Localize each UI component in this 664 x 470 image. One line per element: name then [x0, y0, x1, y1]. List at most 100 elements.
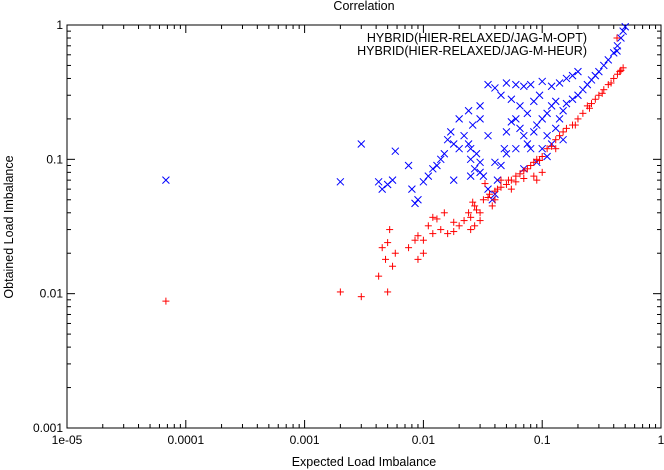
- data-points: [162, 22, 630, 305]
- cross-marker-b: [336, 177, 345, 186]
- data-point-opt: [530, 158, 538, 166]
- data-point-opt: [488, 202, 496, 210]
- cross-marker-b: [551, 97, 560, 106]
- data-point-opt: [574, 115, 582, 123]
- cross-marker-b: [500, 144, 509, 153]
- data-point-heur: [484, 131, 492, 140]
- data-point-opt: [336, 288, 344, 296]
- x-tick-label: 0.01: [412, 433, 436, 447]
- cross-marker-b: [529, 97, 538, 106]
- data-point-opt: [419, 249, 427, 257]
- data-point-heur: [414, 195, 422, 204]
- plot-frame: [66, 24, 662, 429]
- cross-marker-b: [547, 82, 556, 91]
- cross-marker-b: [449, 176, 458, 184]
- data-point-heur: [516, 102, 524, 110]
- data-point-heur: [523, 109, 532, 118]
- cross-marker-b: [449, 140, 458, 148]
- cross-marker-b: [613, 41, 622, 50]
- data-point-heur: [433, 161, 441, 170]
- y-tick-label: 0.01: [40, 287, 64, 301]
- cross-marker-b: [595, 67, 603, 76]
- data-point-heur: [449, 140, 458, 148]
- data-point-heur: [464, 106, 473, 115]
- data-point-opt: [460, 217, 468, 225]
- cross-marker-b: [502, 128, 511, 136]
- data-point-heur: [440, 149, 449, 158]
- cross-marker-b: [551, 124, 560, 133]
- data-point-heur: [617, 34, 625, 42]
- cross-marker-b: [516, 102, 524, 110]
- data-point-heur: [532, 121, 541, 129]
- data-point-heur: [378, 185, 387, 193]
- cross-marker-b: [440, 149, 449, 158]
- data-point-opt: [595, 91, 603, 99]
- data-point-heur: [511, 115, 520, 123]
- data-point-opt: [538, 152, 546, 160]
- cross-marker-b: [613, 47, 621, 55]
- data-point-opt: [391, 249, 399, 257]
- y-axis: 0.001 0.01 0.1 1: [33, 18, 661, 435]
- data-point-heur: [516, 124, 524, 133]
- data-point-opt: [512, 178, 520, 186]
- cross-marker-b: [604, 56, 613, 64]
- cross-marker-b: [484, 131, 492, 140]
- cross-marker-b: [519, 131, 528, 140]
- x-tick-label: 0.0001: [167, 433, 204, 447]
- cross-marker-b: [428, 164, 437, 173]
- data-point-heur: [538, 144, 547, 153]
- cross-marker-b: [455, 144, 464, 153]
- data-point-opt: [444, 230, 452, 238]
- data-point-opt: [476, 209, 484, 217]
- data-point-heur: [555, 115, 564, 123]
- cross-marker-b: [523, 140, 532, 148]
- data-point-heur: [559, 135, 567, 144]
- data-point-opt: [414, 255, 422, 263]
- cross-marker-b: [378, 185, 387, 193]
- data-point-heur: [547, 82, 556, 91]
- data-point-heur: [568, 95, 577, 104]
- cross-marker-b: [543, 109, 551, 118]
- data-point-heur: [519, 82, 528, 91]
- data-point-opt: [419, 236, 427, 244]
- data-point-heur: [470, 164, 479, 173]
- cross-marker-b: [502, 149, 511, 158]
- cross-marker-b: [574, 67, 582, 76]
- data-point-heur: [526, 144, 535, 153]
- data-point-heur: [460, 131, 468, 140]
- cross-marker-b: [433, 161, 441, 170]
- cross-marker-b: [497, 91, 505, 100]
- data-point-heur: [476, 168, 484, 177]
- cross-marker-b: [466, 144, 475, 153]
- data-point-heur: [595, 67, 603, 76]
- data-point-heur: [555, 79, 564, 87]
- data-point-opt: [450, 218, 458, 226]
- cross-marker-b: [543, 131, 551, 140]
- data-point-heur: [574, 67, 582, 76]
- data-point-heur: [357, 140, 366, 148]
- data-point-heur: [408, 185, 416, 193]
- data-point-opt: [405, 244, 413, 252]
- data-point-opt: [469, 198, 477, 206]
- data-point-opt: [536, 157, 544, 165]
- cross-marker-b: [535, 91, 544, 100]
- data-point-heur: [507, 118, 516, 126]
- data-point-opt: [579, 109, 587, 117]
- cross-marker-b: [443, 135, 452, 144]
- data-point-opt: [378, 244, 386, 252]
- cross-marker-b: [470, 164, 479, 173]
- data-point-heur: [162, 176, 170, 184]
- cross-marker-b: [162, 176, 170, 184]
- legend: HYBRID(HIER-RELAXED/JAG-M-OPT) HYBRID(HI…: [357, 31, 621, 58]
- data-point-opt: [619, 64, 627, 72]
- data-point-opt: [591, 95, 599, 103]
- data-point-opt: [520, 167, 528, 175]
- cross-marker-b: [466, 172, 475, 180]
- data-point-heur: [559, 106, 567, 115]
- cross-marker-b: [472, 149, 481, 158]
- data-point-heur: [484, 80, 492, 89]
- cross-marker-b: [619, 27, 627, 36]
- data-point-heur: [529, 97, 538, 106]
- data-point-opt: [386, 226, 394, 234]
- data-point-opt: [559, 128, 567, 136]
